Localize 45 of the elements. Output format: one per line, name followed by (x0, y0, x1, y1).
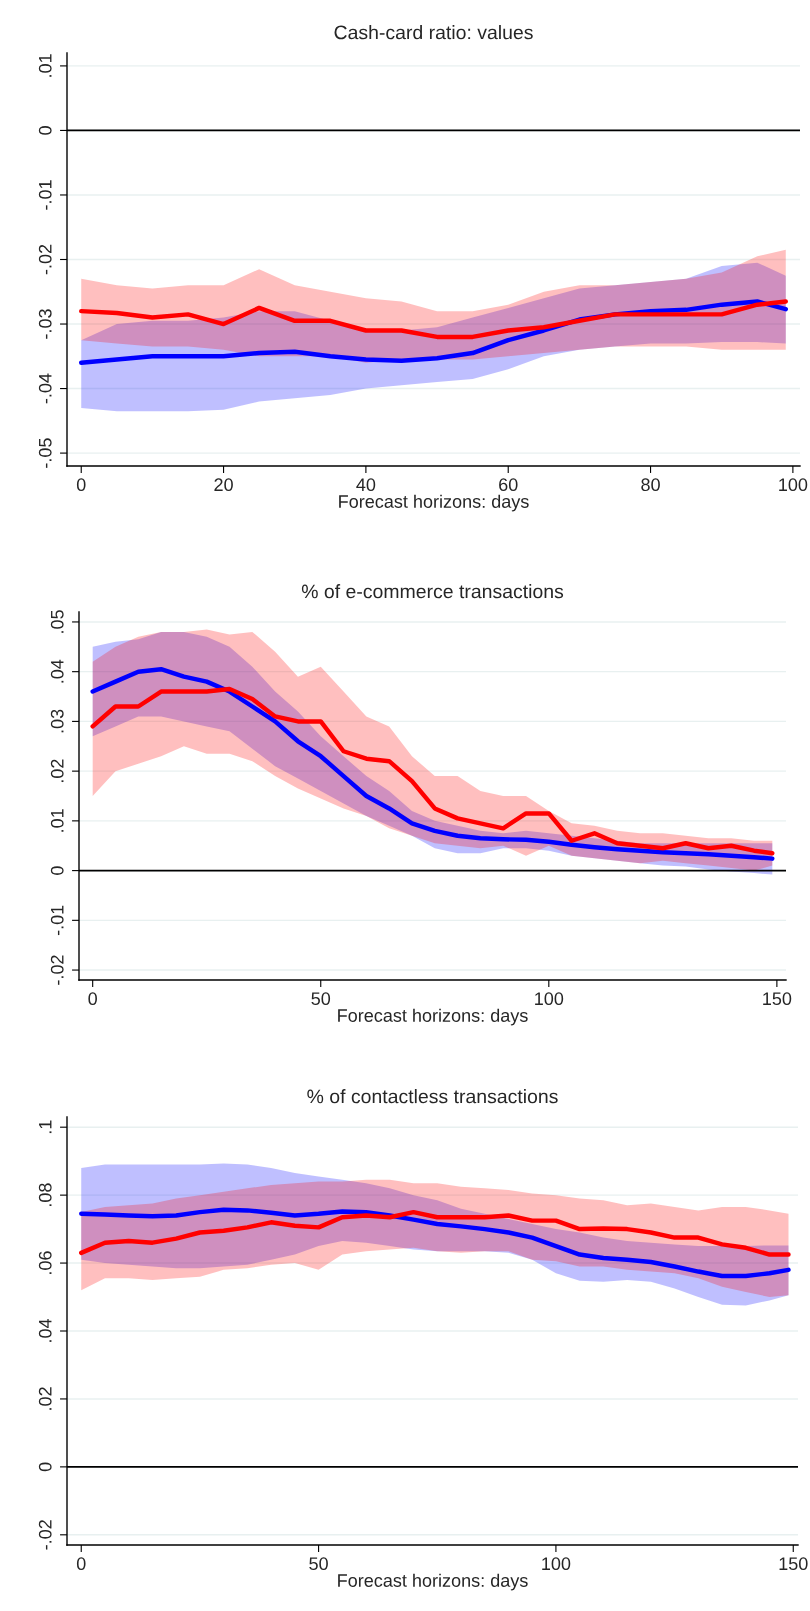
x-tick-label: 100 (535, 992, 564, 1006)
y-tick-label: .01 (50, 809, 64, 832)
y-tick-label: .03 (50, 709, 64, 733)
y-tick-label: .01 (38, 54, 52, 77)
y-tick-label: -.05 (38, 438, 52, 468)
y-tick-label: .08 (38, 1183, 52, 1207)
x-tick-label: 100 (779, 478, 808, 492)
y-tick-label: .04 (38, 1318, 52, 1342)
y-tick-label: .06 (38, 1251, 52, 1274)
y-tick-label: .02 (38, 1387, 52, 1410)
y-tick-label: .02 (50, 759, 64, 783)
x-tick-label: 20 (214, 478, 233, 492)
y-tick-label: -.02 (50, 955, 64, 985)
y-tick-label: .05 (50, 610, 64, 633)
x-tick-label: 150 (763, 992, 792, 1006)
y-tick-label: 0 (50, 866, 64, 875)
x-tick-label: 150 (779, 1557, 808, 1571)
x-tick-label: 0 (76, 478, 86, 492)
y-tick-label: .04 (50, 659, 64, 683)
y-tick-label: -.01 (50, 905, 64, 936)
x-tick-label: 50 (309, 1557, 328, 1571)
x-tick-label: 60 (499, 478, 518, 492)
x-tick-label: 80 (641, 478, 660, 492)
x-axis-title: Forecast horizons: days (338, 1008, 528, 1026)
x-axis-title: Forecast horizons: days (338, 1573, 528, 1591)
chart-title: % of e-commerce transactions (301, 584, 564, 599)
x-tick-label: 40 (356, 478, 376, 492)
x-tick-label: 100 (542, 1557, 571, 1571)
x-tick-label: 0 (88, 992, 97, 1006)
y-tick-label: 0 (38, 126, 52, 135)
x-axis-title: Forecast horizons: days (339, 494, 529, 512)
line-series (79, 1209, 791, 1257)
chart-title: % of contactless transactions (307, 1089, 558, 1104)
line-series (79, 1207, 791, 1279)
y-tick-label: 0 (38, 1462, 52, 1472)
y-tick-label: -.01 (38, 180, 52, 210)
y-tick-label: -.02 (38, 1520, 52, 1550)
x-tick-label: 50 (311, 992, 331, 1006)
y-tick-label: -.04 (38, 373, 52, 404)
y-tick-label: -.02 (38, 244, 52, 275)
y-tick-label: -.03 (38, 309, 52, 339)
chart-title: Cash-card ratio: values (334, 25, 533, 40)
x-tick-label: 0 (76, 1557, 86, 1571)
line-series (79, 299, 788, 340)
y-tick-label: .1 (39, 1120, 52, 1134)
